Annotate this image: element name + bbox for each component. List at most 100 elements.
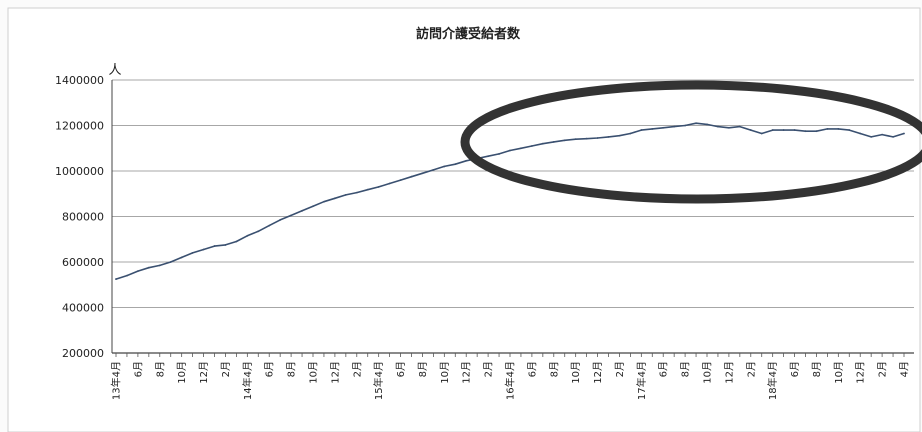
data-point — [355, 191, 358, 194]
x-tick-label: 12月 — [329, 361, 341, 384]
data-point — [793, 129, 796, 131]
x-tick-label: 12月 — [855, 361, 867, 384]
data-point — [388, 182, 391, 185]
data-point — [235, 240, 238, 243]
x-tick-label: 10月 — [570, 361, 582, 384]
x-tick-label: 6月 — [658, 361, 670, 377]
x-tick-label: 2月 — [614, 361, 626, 377]
data-point — [673, 125, 676, 128]
x-tick-label: 10月 — [176, 361, 188, 384]
data-point — [749, 129, 752, 131]
data-point — [607, 135, 610, 138]
data-point — [290, 214, 293, 217]
data-point — [585, 137, 588, 140]
x-tick-label: 12月 — [198, 361, 210, 384]
x-tick-label: 2月 — [745, 361, 757, 377]
y-axis-unit-label: 人 — [108, 63, 121, 78]
x-tick-label: 2月 — [483, 361, 495, 377]
data-point — [301, 209, 303, 212]
y-tick-label: 1400000 — [55, 74, 104, 87]
data-point — [892, 135, 894, 138]
data-point — [366, 188, 369, 191]
x-tick-label: 8月 — [548, 361, 560, 377]
data-point — [530, 145, 533, 147]
chart-title: 訪問介護受給者数 — [416, 26, 521, 42]
data-point — [323, 200, 325, 203]
data-point — [169, 261, 172, 263]
y-tick-label: 1200000 — [55, 120, 104, 133]
data-point — [421, 172, 424, 175]
y-axis-ticks: 200000 400000 600000 800000 1000000 1200000 14… — [55, 74, 104, 360]
x-tick-label: 10月 — [439, 361, 451, 384]
data-point — [465, 159, 468, 162]
data-point — [618, 134, 621, 137]
y-tick-label: 400000 — [62, 302, 104, 315]
x-tick-label: 2月 — [351, 361, 363, 377]
x-tick-label: 8月 — [417, 361, 429, 377]
x-tick-label: 12月 — [592, 361, 604, 384]
data-point — [246, 234, 249, 237]
data-point — [903, 132, 905, 135]
y-tick-label: 200000 — [62, 347, 104, 360]
data-point — [191, 252, 194, 254]
data-point — [224, 244, 227, 246]
x-tick-label: 8月 — [286, 361, 298, 377]
data-point — [279, 219, 282, 221]
data-point — [541, 142, 544, 145]
y-tick-label: 800000 — [62, 211, 104, 224]
series-layer — [115, 122, 905, 280]
x-tick-label: 8月 — [154, 361, 166, 377]
data-point — [333, 197, 336, 200]
data-point — [147, 266, 150, 269]
x-tick-label: 8月 — [680, 361, 692, 377]
data-point — [706, 123, 708, 126]
x-tick-label: 10月 — [833, 361, 845, 384]
data-point — [782, 129, 785, 131]
x-tick-label: 6月 — [526, 361, 538, 377]
x-tick-label: 17年4月 — [635, 361, 648, 400]
data-point — [202, 248, 205, 251]
data-point — [881, 133, 884, 136]
x-tick-label: 14年4月 — [241, 361, 254, 400]
data-point — [257, 230, 260, 233]
x-tick-label: 10月 — [308, 361, 320, 384]
data-point — [268, 224, 271, 227]
data-point — [312, 205, 314, 208]
x-tick-label: 8月 — [811, 361, 823, 377]
data-point — [443, 165, 446, 168]
data-point — [695, 122, 697, 125]
x-tick-label: 13年4月 — [110, 361, 123, 400]
data-point — [552, 140, 555, 143]
x-tick-label: 6月 — [395, 361, 407, 377]
data-point — [377, 186, 380, 188]
data-point — [804, 130, 807, 133]
x-tick-label: 2月 — [220, 361, 232, 377]
data-point — [410, 175, 413, 178]
data-point — [213, 245, 216, 247]
data-point — [629, 132, 632, 135]
data-point — [344, 193, 347, 196]
data-point — [870, 135, 873, 138]
data-point — [115, 278, 117, 280]
data-point — [727, 126, 730, 129]
data-point — [684, 124, 687, 127]
x-tick-label: 6月 — [789, 361, 801, 377]
data-point — [815, 130, 818, 133]
x-tick-label: 10月 — [702, 361, 714, 384]
x-tick-label: 6月 — [132, 361, 144, 377]
data-point — [399, 179, 402, 182]
x-axis-ticks: 13年4月 6月 8月 10月 12月 2月 14年4月 6月 8月 10月 12月 2月 15年4月 6… — [110, 353, 911, 400]
y-tick-label: 600000 — [62, 256, 104, 269]
data-point — [563, 139, 566, 142]
data-point — [487, 155, 490, 158]
data-point — [640, 129, 643, 131]
gridlines — [111, 79, 914, 354]
x-tick-label: 12月 — [723, 361, 735, 384]
x-tick-label: 18年4月 — [766, 361, 779, 400]
data-point — [837, 128, 840, 130]
data-point — [180, 256, 183, 259]
chart-border — [7, 7, 921, 432]
data-point — [432, 168, 435, 171]
data-point — [498, 153, 500, 155]
